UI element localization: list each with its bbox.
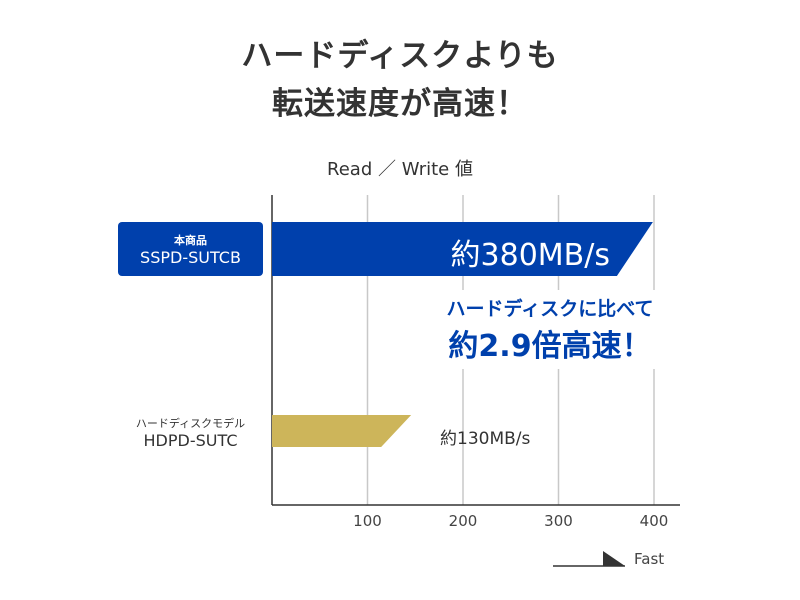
category-label-ssd: 本商品 SSPD-SUTCB: [118, 222, 263, 276]
callout-line2: 約2.9倍高速！: [448, 329, 652, 364]
category-tag: ハードディスクモデル: [135, 417, 246, 430]
x-tick-label: 100: [353, 512, 382, 530]
x-tick-label: 400: [639, 512, 669, 530]
value-label-ssd: 約380MB/s: [450, 238, 610, 273]
callout-line1: ハードディスクに比べて: [446, 298, 654, 320]
category-tag: 本商品: [174, 234, 207, 247]
speed-callout: ハードディスクに比べて 約2.9倍高速！: [420, 290, 680, 369]
headline-line2: 転送速度が高速！: [272, 86, 528, 122]
bar: [272, 415, 412, 447]
x-tick-label: 300: [544, 512, 573, 530]
value-label-hdd: 約130MB/s: [440, 429, 531, 449]
fast-arrow-icon: [603, 551, 625, 566]
category-model: HDPD-SUTC: [143, 431, 238, 450]
chart-title: Read ／ Write 値: [327, 159, 473, 180]
headline-line1: ハードディスクよりも: [241, 38, 559, 74]
bar: [272, 222, 653, 276]
category-model: SSPD-SUTCB: [140, 248, 241, 267]
fast-label: Fast: [634, 550, 665, 568]
category-label-hdd: ハードディスクモデル HDPD-SUTC: [118, 415, 263, 450]
x-tick-label: 200: [448, 512, 478, 530]
